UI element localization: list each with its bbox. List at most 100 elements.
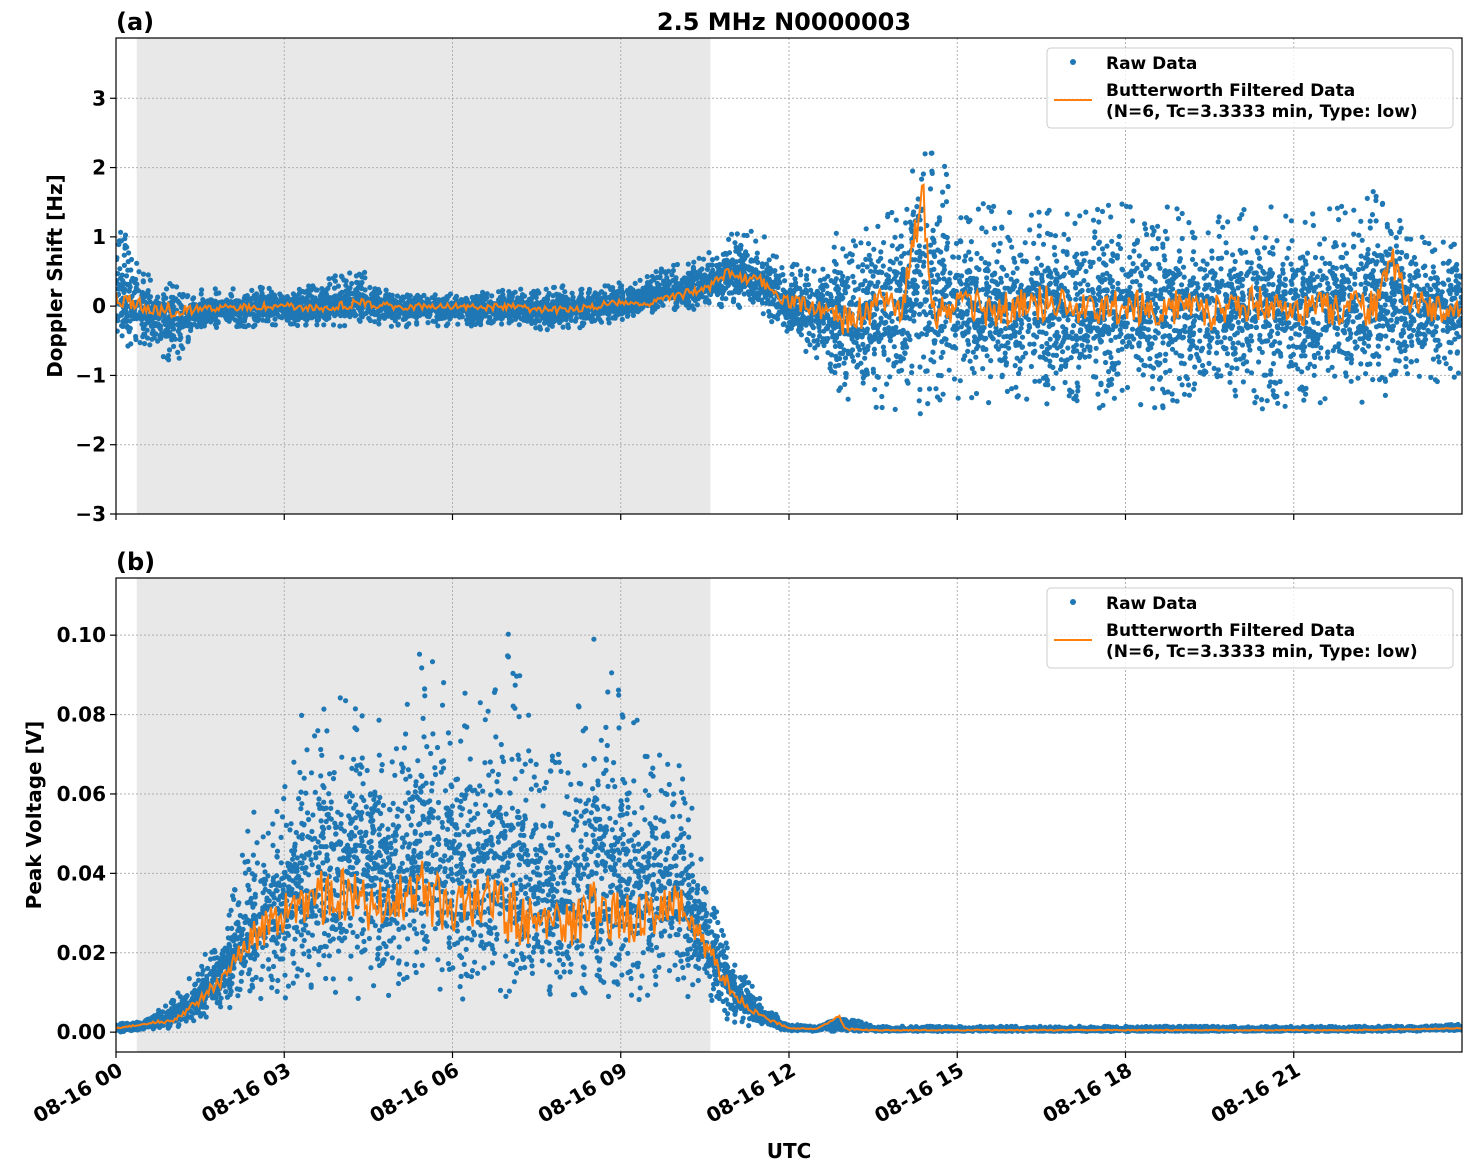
raw-data-point (875, 330, 881, 336)
raw-data-point (537, 326, 544, 332)
raw-data-point (1398, 225, 1404, 231)
raw-data-point (1298, 353, 1305, 359)
raw-data-point (1105, 202, 1112, 208)
raw-data-point (1390, 312, 1396, 318)
raw-data-point (917, 364, 923, 370)
raw-data-point (1101, 251, 1107, 257)
raw-data-point (1239, 212, 1245, 218)
raw-data-point (1108, 381, 1114, 387)
raw-data-point (692, 269, 698, 275)
raw-data-point (1298, 344, 1304, 350)
raw-data-point (1393, 235, 1399, 241)
raw-data-point (927, 242, 934, 248)
raw-data-point (945, 183, 951, 190)
raw-data-point (943, 199, 950, 205)
raw-data-point (1187, 346, 1193, 352)
raw-data-point (1248, 333, 1254, 339)
raw-data-point (1269, 328, 1275, 334)
raw-data-point (1369, 212, 1376, 218)
raw-data-point (1224, 362, 1230, 368)
raw-data-point (1254, 394, 1260, 400)
raw-data-point (891, 328, 897, 334)
raw-data-point (883, 272, 890, 278)
raw-data-point (658, 269, 664, 275)
raw-data-point (1142, 363, 1149, 369)
shaded-interval (136, 38, 711, 514)
raw-data-point (1108, 214, 1114, 220)
raw-data-point (1095, 240, 1102, 246)
y-axis-label-doppler: Doppler Shift [Hz] (43, 174, 67, 378)
raw-data-point (1364, 195, 1370, 201)
raw-data-point (632, 280, 638, 286)
raw-data-point (1223, 250, 1230, 256)
raw-data-point (1343, 250, 1350, 256)
raw-data-point (1398, 341, 1404, 347)
raw-data-point (902, 350, 908, 356)
raw-data-point (144, 335, 151, 341)
raw-data-point (1164, 204, 1170, 210)
raw-data-point (773, 314, 779, 320)
raw-data-point (1036, 223, 1042, 229)
raw-data-point (1220, 344, 1227, 350)
raw-data-point (1455, 370, 1462, 376)
raw-data-point (1105, 349, 1111, 355)
raw-data-point (1261, 270, 1267, 276)
raw-data-point (1163, 351, 1169, 357)
raw-data-point (1349, 356, 1355, 362)
raw-data-point (1144, 231, 1150, 238)
raw-data-point (862, 278, 868, 284)
raw-data-point (878, 249, 884, 255)
raw-data-point (199, 287, 205, 293)
raw-data-point (619, 316, 625, 322)
raw-data-point (472, 321, 478, 327)
raw-data-point (1317, 355, 1324, 361)
raw-data-point (177, 332, 183, 338)
raw-data-point (314, 322, 320, 328)
raw-data-point (884, 381, 890, 387)
raw-data-point (116, 328, 120, 334)
raw-data-point (521, 293, 528, 299)
raw-data-point (1317, 241, 1323, 247)
raw-data-point (840, 246, 846, 252)
raw-data-point (541, 320, 548, 326)
raw-data-point (852, 287, 858, 293)
raw-data-point (579, 286, 585, 292)
raw-data-point (1279, 326, 1285, 332)
raw-data-point (1180, 327, 1186, 333)
raw-data-point (938, 249, 944, 255)
raw-data-point (1284, 391, 1290, 397)
raw-data-point (404, 292, 410, 298)
raw-data-point (789, 322, 796, 328)
raw-data-point (1419, 234, 1425, 240)
raw-data-point (1147, 319, 1154, 325)
raw-data-point (1095, 206, 1101, 213)
raw-data-point (941, 287, 947, 293)
raw-data-point (147, 342, 153, 348)
raw-data-point (1079, 251, 1085, 257)
raw-data-point (1414, 358, 1420, 364)
raw-data-point (827, 361, 834, 367)
raw-data-point (917, 411, 923, 417)
raw-data-point (1145, 346, 1152, 352)
raw-data-point (1093, 345, 1099, 351)
raw-data-point (1081, 258, 1087, 264)
raw-data-point (1142, 226, 1149, 232)
raw-data-point (343, 278, 349, 284)
raw-data-point (927, 186, 934, 192)
raw-data-point (754, 250, 760, 256)
raw-data-point (900, 345, 906, 351)
raw-data-point (1352, 281, 1358, 287)
raw-data-point (1137, 282, 1143, 288)
raw-data-point (1454, 350, 1460, 356)
raw-data-point (1095, 391, 1101, 397)
raw-data-point (1044, 230, 1051, 236)
raw-data-point (1399, 249, 1405, 256)
raw-data-point (1393, 357, 1399, 363)
raw-data-point (1325, 367, 1331, 373)
raw-data-point (966, 249, 972, 255)
raw-data-point (1051, 244, 1057, 250)
raw-data-point (1384, 321, 1390, 327)
raw-data-point (1191, 249, 1197, 255)
raw-data-point (319, 286, 325, 292)
